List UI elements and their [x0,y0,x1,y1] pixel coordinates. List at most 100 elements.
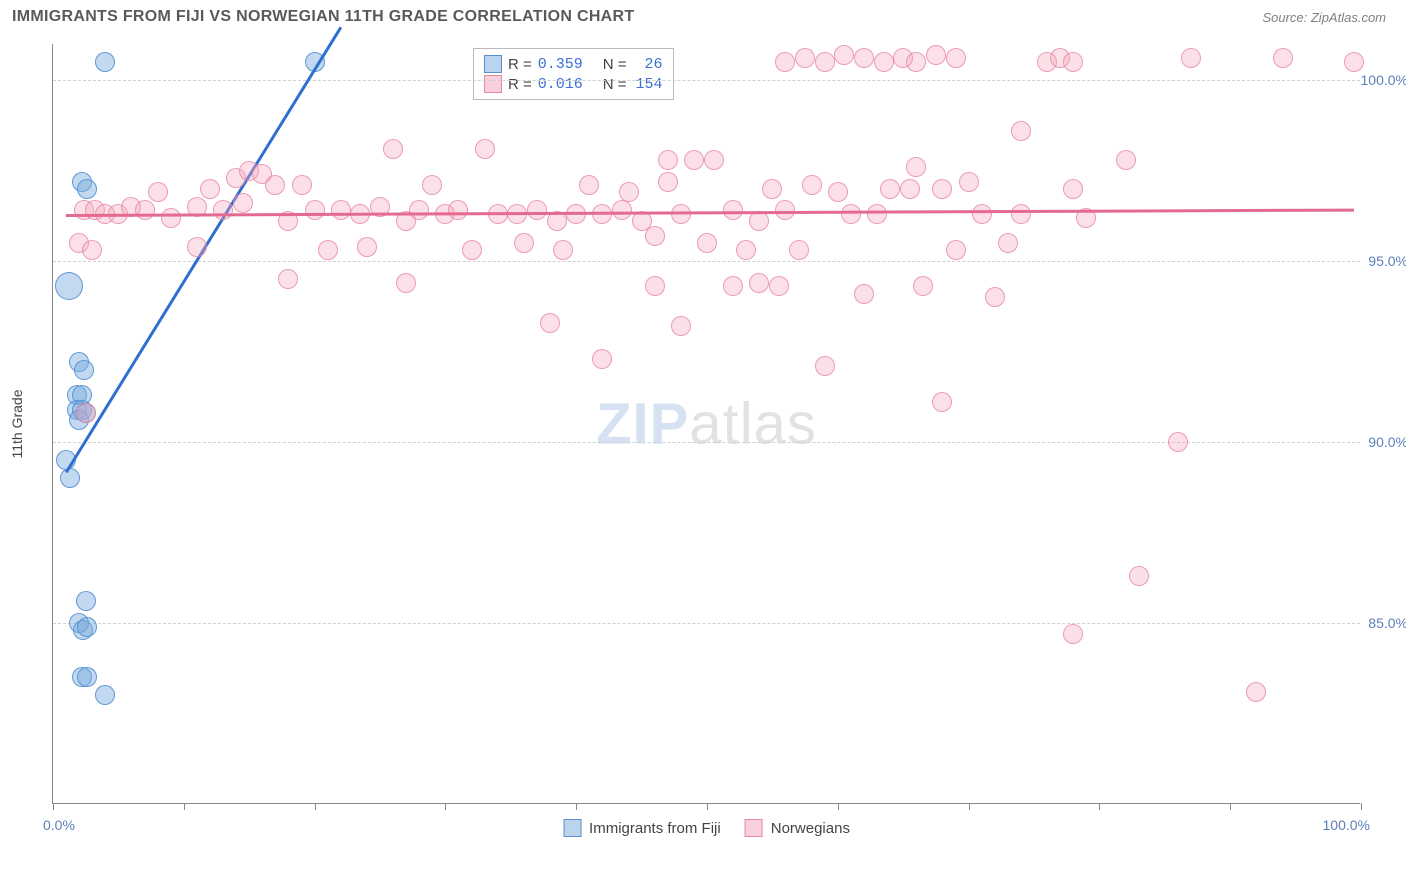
data-point [161,208,181,228]
data-point [619,182,639,202]
trend-line [66,209,1354,217]
data-point [854,284,874,304]
data-point [514,233,534,253]
data-point [1273,48,1293,68]
data-point [1181,48,1201,68]
data-point [1063,624,1083,644]
legend-swatch-pink [484,75,502,93]
data-point [736,240,756,260]
x-tick [53,803,54,810]
data-point [1129,566,1149,586]
data-point [815,52,835,72]
data-point [527,200,547,220]
data-point [76,591,96,611]
data-point [1168,432,1188,452]
data-point [95,685,115,705]
data-point [60,468,80,488]
chart-header: IMMIGRANTS FROM FIJI VS NORWEGIAN 11TH G… [0,0,1406,30]
data-point [318,240,338,260]
legend-r-label: R = [508,56,532,73]
data-point [841,204,861,224]
x-tick [1099,803,1100,810]
data-point [926,45,946,65]
x-tick [838,803,839,810]
data-point [1063,52,1083,72]
legend-r-value-norwegian: 0.016 [538,76,583,93]
legend-n-value-fiji: 26 [633,56,663,73]
data-point [769,276,789,296]
data-point [1246,682,1266,702]
series-legend: Immigrants from Fiji Norwegians [563,819,850,837]
legend-r-label-2: R = [508,76,532,93]
y-tick-label: 90.0% [1368,434,1406,450]
x-tick [707,803,708,810]
data-point [906,157,926,177]
watermark-text-zip: ZIP [596,391,689,456]
data-point [684,150,704,170]
data-point [802,175,822,195]
data-point [946,240,966,260]
data-point [422,175,442,195]
legend-r-value-fiji: 0.359 [538,56,583,73]
legend-row-fiji: R = 0.359 N = 26 [484,55,663,73]
legend-n-label-2: N = [603,76,627,93]
legend-swatch-blue [484,55,502,73]
y-tick-label: 85.0% [1368,615,1406,631]
data-point [612,200,632,220]
x-tick [1361,803,1362,810]
data-point [959,172,979,192]
data-point [828,182,848,202]
data-point [775,52,795,72]
data-point [77,667,97,687]
y-tick-label: 100.0% [1361,72,1406,88]
series-legend-fiji: Immigrants from Fiji [563,819,721,837]
x-axis-start-label: 0.0% [43,817,75,833]
data-point [789,240,809,260]
chart-title: IMMIGRANTS FROM FIJI VS NORWEGIAN 11TH G… [12,8,634,26]
data-point [1011,204,1031,224]
data-point [82,240,102,260]
data-point [998,233,1018,253]
data-point [880,179,900,199]
data-point [462,240,482,260]
series-label-norwegian: Norwegians [771,820,850,837]
x-tick [184,803,185,810]
data-point [932,179,952,199]
x-tick [445,803,446,810]
data-point [645,226,665,246]
x-tick [315,803,316,810]
data-point [357,237,377,257]
legend-n-label: N = [603,56,627,73]
data-point [55,272,83,300]
data-point [95,52,115,72]
data-point [278,269,298,289]
x-axis-end-label: 100.0% [1323,817,1370,833]
gridline [53,623,1360,624]
data-point [233,193,253,213]
data-point [906,52,926,72]
data-point [658,150,678,170]
data-point [1063,179,1083,199]
data-point [383,139,403,159]
data-point [292,175,312,195]
data-point [985,287,1005,307]
data-point [213,200,233,220]
series-swatch-pink [745,819,763,837]
data-point [448,200,468,220]
data-point [74,360,94,380]
data-point [671,204,691,224]
x-tick [969,803,970,810]
data-point [592,349,612,369]
data-point [1344,52,1364,72]
data-point [409,200,429,220]
series-label-fiji: Immigrants from Fiji [589,820,721,837]
data-point [331,200,351,220]
data-point [932,392,952,412]
x-tick [576,803,577,810]
data-point [265,175,285,195]
data-point [762,179,782,199]
y-axis-title: 11th Grade [9,389,25,458]
data-point [900,179,920,199]
gridline [53,261,1360,262]
data-point [874,52,894,72]
